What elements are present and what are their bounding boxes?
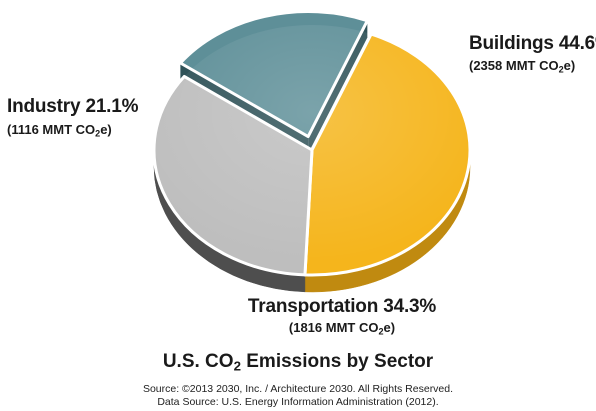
buildings-percent: 44.6% (558, 33, 596, 54)
data-source-note: Data Source: U.S. Energy Information Adm… (157, 396, 439, 408)
label-buildings: Buildings 44.6% (2358 MMT CO2e) (469, 33, 596, 74)
transportation-name: Transportation (247, 296, 379, 317)
industry-percent: 21.1% (85, 96, 139, 117)
label-industry: Industry 21.1% (1116 MMT CO2e) (7, 96, 139, 139)
buildings-detail: (2358 MMT CO2e) (469, 58, 576, 75)
label-transportation: Transportation 34.3% (1816 MMT CO2e) (242, 296, 442, 336)
transportation-percent: 34.3% (383, 296, 437, 317)
industry-detail: (1116 MMT CO2e) (7, 122, 112, 139)
chart-title: U.S. CO2 Emissions by Sector (162, 351, 434, 374)
transportation-detail: (1816 MMT CO2e) (288, 320, 396, 337)
industry-name: Industry (7, 96, 81, 117)
buildings-name: Buildings (469, 33, 554, 54)
source-note: Source: ©2013 2030, Inc. / Architecture … (142, 383, 454, 395)
